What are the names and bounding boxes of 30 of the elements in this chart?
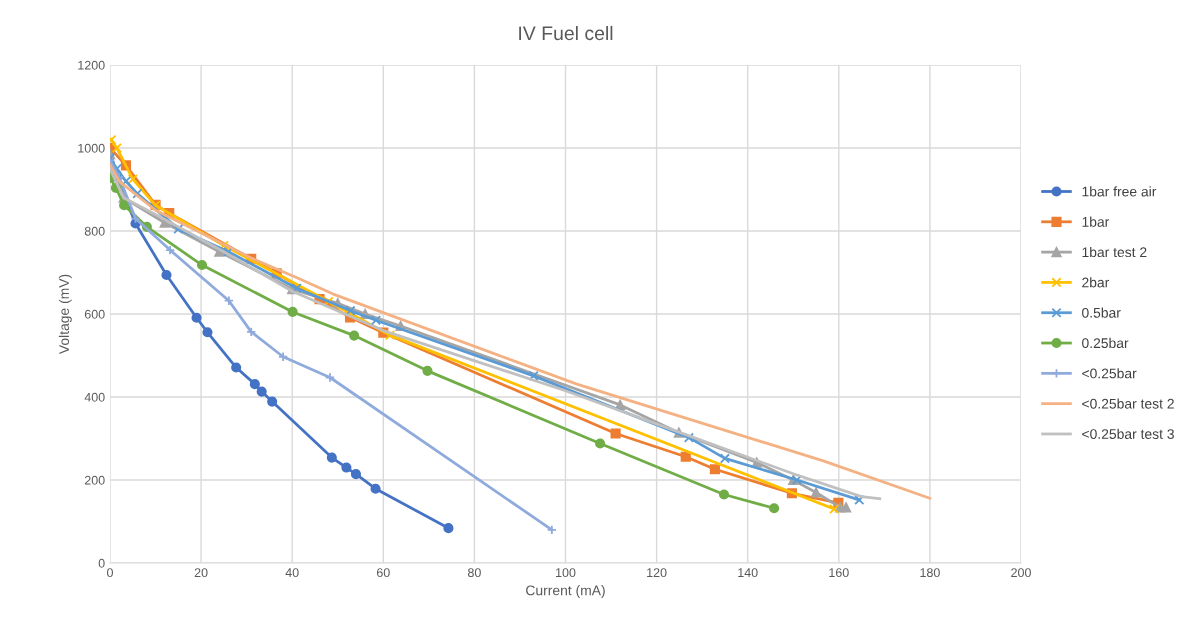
chart-title: IV Fuel cell [519,25,613,41]
x-tick-label: 120 [647,568,667,578]
y-tick-label: 400 [84,392,105,402]
y-tick-label: 1200 [78,60,105,70]
y-tick-label: 200 [84,475,105,485]
y-tick-label: 600 [84,309,105,319]
y-tick-label: 1000 [78,143,105,153]
legend-label: 0.25bar [1082,337,1129,349]
legend-label: 2bar [1082,277,1110,288]
legend-label: <0.25bar test 2 [1082,398,1174,409]
x-tick-label: 140 [738,568,758,578]
x-tick-label: 40 [285,568,299,578]
x-tick-label: 160 [829,568,849,578]
x-axis-title: Current (mA) [526,585,605,599]
y-tick-label: 800 [84,226,105,236]
legend-label: 0.5bar [1082,307,1121,318]
x-tick-label: 20 [194,568,208,578]
legend-label: <0.25bar [1082,368,1137,379]
legend-label: 1bar [1082,216,1110,227]
x-tick-label: 100 [556,568,576,578]
legend-label: 1bar free air [1082,186,1157,197]
y-axis-title: Voltage (mV) [58,274,72,355]
x-tick-label: 200 [1011,568,1031,578]
legend-label: <0.25bar test 3 [1082,428,1174,439]
x-tick-label: 180 [920,568,940,578]
x-tick-label: 80 [467,568,481,578]
y-tick-label: 0 [98,558,105,568]
x-tick-label: 60 [376,568,390,578]
legend-label: 1bar test 2 [1082,246,1147,258]
x-tick-label: 0 [107,568,113,578]
